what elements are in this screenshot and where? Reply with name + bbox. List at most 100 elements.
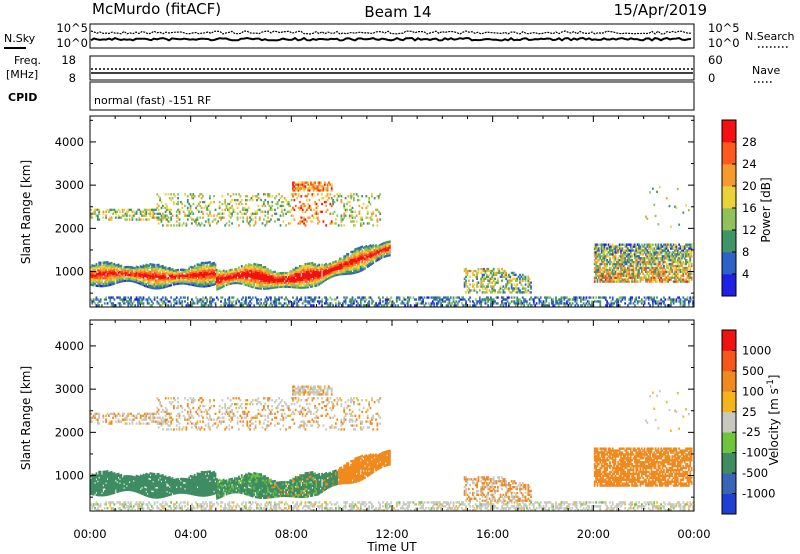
heatmap-cell: [156, 271, 159, 274]
heatmap-cell: [595, 272, 597, 275]
heatmap-cell: [366, 263, 369, 266]
heatmap-cell: [238, 278, 240, 281]
heatmap-cell: [330, 185, 333, 188]
heatmap-cell: [413, 298, 416, 301]
heatmap-cell: [501, 287, 503, 290]
heatmap-cell: [233, 274, 236, 277]
heatmap-cell: [485, 267, 488, 271]
heatmap-cell: [606, 255, 609, 258]
heatmap-cell: [260, 275, 263, 279]
heatmap-cell: [181, 282, 184, 285]
heatmap-cell: [620, 296, 622, 299]
heatmap-cell: [329, 274, 332, 277]
heatmap-cell: [120, 278, 123, 281]
heatmap-cell: [426, 296, 429, 299]
heatmap-cell: [278, 285, 281, 289]
heatmap-cell: [600, 249, 603, 252]
heatmap-cell: [276, 280, 279, 283]
heatmap-cell: [207, 208, 210, 212]
heatmap-cell: [173, 279, 175, 282]
heatmap-cell: [149, 298, 152, 301]
heatmap-cell: [160, 284, 163, 288]
heatmap-cell: [207, 280, 210, 284]
heatmap-cell: [138, 276, 141, 279]
heatmap-cell: [278, 302, 281, 305]
heatmap-cell: [627, 270, 629, 274]
heatmap-cell: [152, 277, 155, 280]
heatmap-cell: [211, 268, 214, 271]
heatmap-cell: [629, 274, 632, 277]
heatmap-cell: [177, 202, 179, 206]
heatmap-cell: [609, 247, 611, 250]
heatmap-cell: [109, 296, 112, 299]
heatmap-cell: [92, 272, 95, 275]
heatmap-cell: [112, 208, 114, 212]
heatmap-cell: [102, 212, 105, 215]
heatmap-cell: [643, 262, 646, 266]
heatmap-cell: [319, 268, 322, 271]
heatmap-cell: [149, 272, 152, 276]
heatmap-cell: [643, 259, 646, 262]
heatmap-cell: [300, 286, 303, 289]
heatmap-cell: [603, 268, 606, 272]
heatmap-cell: [188, 277, 191, 280]
heatmap-cell: [341, 261, 344, 264]
heatmap-cell: [368, 247, 370, 250]
heatmap-cell: [196, 216, 199, 219]
heatmap-cell: [398, 296, 401, 299]
heatmap-cell: [267, 298, 269, 301]
heatmap-cell: [296, 304, 299, 307]
heatmap-cell: [103, 273, 106, 276]
heatmap-cell: [481, 273, 484, 277]
heatmap-cell: [329, 202, 332, 206]
heatmap-cell: [134, 304, 137, 307]
heatmap-cell: [178, 300, 181, 303]
heatmap-cell: [325, 296, 328, 299]
heatmap-cell: [665, 255, 668, 258]
heatmap-cell: [617, 272, 620, 275]
heatmap-cell: [253, 272, 256, 275]
heatmap-cell: [276, 278, 279, 281]
heatmap-cell: [92, 264, 95, 267]
heatmap-cell: [184, 296, 186, 299]
heatmap-cell: [599, 270, 602, 274]
heatmap-cell: [103, 269, 106, 272]
heatmap-cell: [463, 267, 466, 271]
heatmap-cell: [639, 259, 642, 262]
heatmap-cell: [315, 210, 318, 213]
heatmap-cell: [373, 256, 376, 260]
heatmap-cell: [261, 285, 264, 288]
heatmap-cell: [476, 300, 478, 303]
heatmap-cell: [653, 253, 656, 256]
heatmap-cell: [116, 281, 119, 284]
heatmap-cell: [542, 300, 545, 303]
heatmap-cell: [481, 279, 484, 282]
heatmap-cell: [188, 202, 191, 206]
heatmap-cell: [192, 197, 195, 200]
heatmap-cell: [103, 261, 106, 264]
heatmap-cell: [317, 193, 319, 196]
heatmap-cell: [148, 284, 150, 287]
heatmap-cell: [336, 263, 339, 267]
heatmap-cell: [542, 302, 545, 305]
heatmap-cell: [203, 298, 206, 301]
heatmap-cell: [520, 275, 523, 279]
heatmap-cell: [107, 270, 110, 273]
heatmap-cell: [344, 270, 347, 274]
heatmap-cell: [182, 276, 185, 279]
heatmap-cell: [322, 280, 325, 283]
heatmap-cell: [654, 272, 657, 275]
heatmap-cell: [138, 280, 141, 283]
heatmap-cell: [650, 278, 653, 281]
heatmap-cell: [440, 304, 442, 307]
heatmap-cell: [224, 224, 227, 227]
heatmap-cell: [149, 280, 152, 283]
heatmap-cell: [651, 251, 654, 254]
heatmap-cell: [548, 302, 550, 305]
heatmap-cell: [186, 269, 189, 272]
heatmap-cell: [142, 218, 145, 221]
heatmap-cell: [292, 183, 294, 186]
heatmap-cell: [292, 284, 294, 287]
heatmap-cell: [311, 195, 314, 198]
heatmap-cell: [275, 286, 278, 289]
